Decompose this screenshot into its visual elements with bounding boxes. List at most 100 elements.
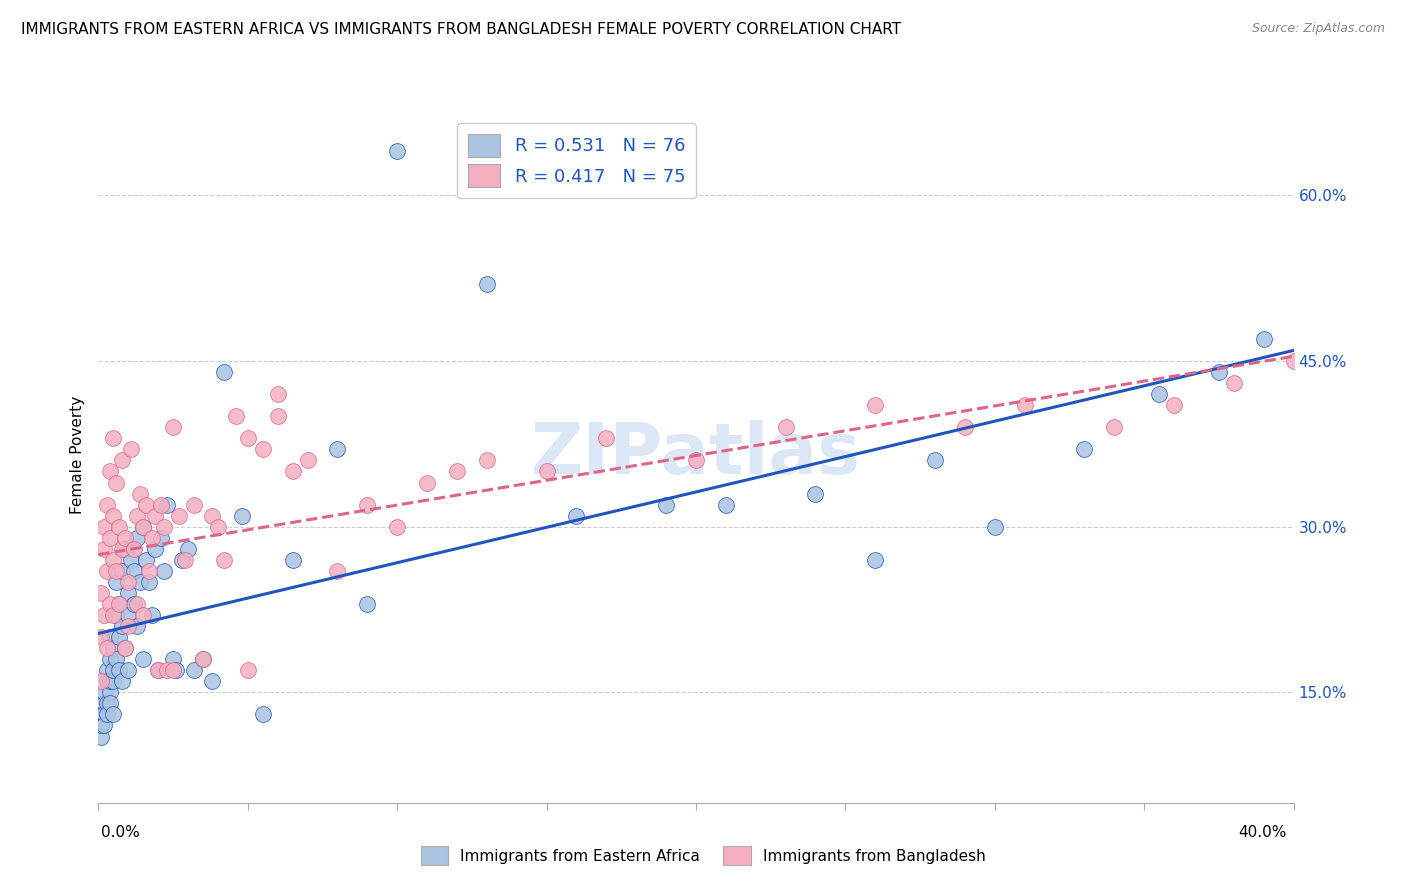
- Point: [93, 707, 115, 722]
- Point: [90, 630, 112, 644]
- Point: [100, 630, 122, 644]
- Point: [1208, 365, 1230, 379]
- Point: [212, 553, 235, 567]
- Point: [132, 652, 155, 666]
- Point: [90, 586, 112, 600]
- Point: [93, 718, 115, 732]
- Point: [100, 597, 122, 611]
- Point: [1282, 354, 1305, 368]
- Point: [105, 564, 128, 578]
- Point: [96, 674, 118, 689]
- Point: [103, 674, 125, 689]
- Point: [120, 553, 142, 567]
- Point: [212, 365, 235, 379]
- Point: [127, 597, 149, 611]
- Point: [326, 564, 349, 578]
- Point: [127, 531, 149, 545]
- Point: [865, 398, 887, 412]
- Point: [183, 663, 205, 677]
- Point: [148, 663, 170, 677]
- Point: [865, 553, 887, 567]
- Point: [252, 442, 274, 457]
- Point: [1073, 442, 1095, 457]
- Point: [191, 652, 214, 666]
- Text: IMMIGRANTS FROM EASTERN AFRICA VS IMMIGRANTS FROM BANGLADESH FEMALE POVERTY CORR: IMMIGRANTS FROM EASTERN AFRICA VS IMMIGR…: [21, 22, 901, 37]
- Point: [124, 597, 146, 611]
- Point: [148, 663, 170, 677]
- Point: [138, 574, 160, 589]
- Point: [96, 663, 118, 677]
- Point: [96, 707, 118, 722]
- Point: [236, 663, 259, 677]
- Point: [1104, 420, 1126, 434]
- Point: [595, 431, 617, 445]
- Point: [165, 663, 187, 677]
- Point: [100, 531, 122, 545]
- Point: [96, 564, 118, 578]
- Point: [984, 519, 1007, 533]
- Point: [201, 508, 224, 523]
- Point: [100, 674, 122, 689]
- Point: [124, 541, 146, 556]
- Point: [117, 574, 139, 589]
- Point: [167, 508, 190, 523]
- Point: [117, 586, 139, 600]
- Point: [108, 597, 131, 611]
- Point: [138, 564, 160, 578]
- Point: [103, 707, 125, 722]
- Point: [132, 519, 155, 533]
- Point: [108, 519, 131, 533]
- Point: [281, 553, 304, 567]
- Point: [111, 619, 134, 633]
- Point: [685, 453, 707, 467]
- Point: [135, 498, 157, 512]
- Point: [90, 707, 112, 722]
- Point: [111, 674, 134, 689]
- Point: [129, 574, 152, 589]
- Point: [103, 508, 125, 523]
- Point: [103, 663, 125, 677]
- Point: [111, 453, 134, 467]
- Point: [105, 608, 128, 623]
- Point: [162, 663, 184, 677]
- Point: [141, 531, 163, 545]
- Point: [475, 453, 498, 467]
- Point: [297, 453, 319, 467]
- Point: [475, 277, 498, 291]
- Point: [114, 541, 136, 556]
- Legend: R = 0.531   N = 76, R = 0.417   N = 75: R = 0.531 N = 76, R = 0.417 N = 75: [457, 123, 696, 198]
- Point: [93, 519, 115, 533]
- Point: [124, 564, 146, 578]
- Point: [120, 442, 142, 457]
- Text: 0.0%: 0.0%: [101, 825, 141, 840]
- Point: [207, 519, 229, 533]
- Point: [281, 465, 304, 479]
- Point: [153, 564, 176, 578]
- Point: [162, 420, 184, 434]
- Point: [1163, 398, 1185, 412]
- Point: [267, 409, 290, 424]
- Point: [1223, 376, 1246, 391]
- Point: [132, 608, 155, 623]
- Y-axis label: Female Poverty: Female Poverty: [69, 396, 84, 514]
- Point: [153, 519, 176, 533]
- Point: [117, 608, 139, 623]
- Point: [135, 553, 157, 567]
- Point: [103, 553, 125, 567]
- Point: [1253, 332, 1275, 346]
- Point: [108, 597, 131, 611]
- Point: [105, 475, 128, 490]
- Point: [385, 145, 409, 159]
- Point: [924, 453, 946, 467]
- Point: [252, 707, 274, 722]
- Text: ZIPatlas: ZIPatlas: [531, 420, 860, 490]
- Point: [446, 465, 468, 479]
- Point: [114, 531, 136, 545]
- Point: [127, 619, 149, 633]
- Point: [100, 465, 122, 479]
- Point: [1014, 398, 1036, 412]
- Point: [356, 597, 378, 611]
- Point: [804, 486, 827, 500]
- Point: [93, 608, 115, 623]
- Point: [177, 541, 200, 556]
